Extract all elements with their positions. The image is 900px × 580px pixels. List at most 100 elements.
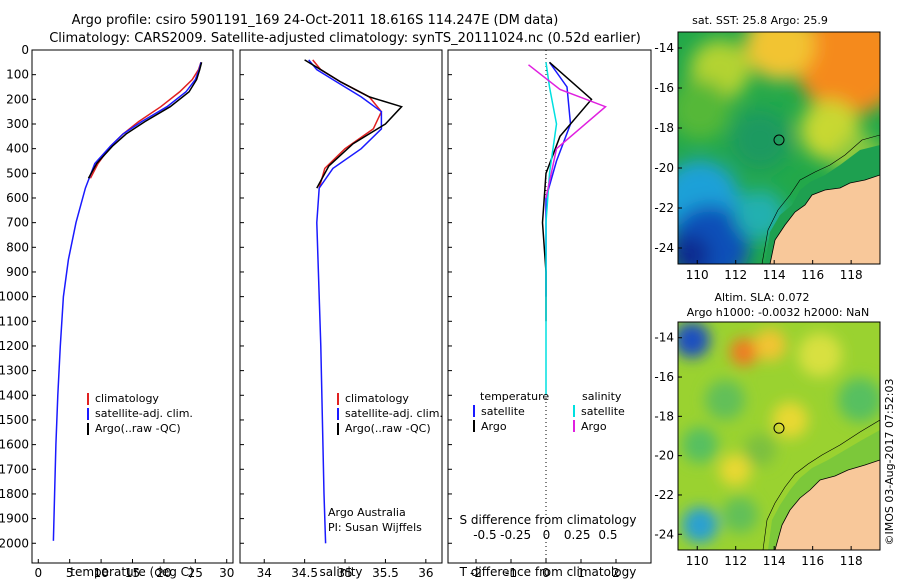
legend-satellite-adj: satellite-adj. clim. xyxy=(345,407,443,420)
lat-tick-label: -20 xyxy=(654,449,674,463)
s-difference-xlabel: S difference from climatology xyxy=(460,513,637,527)
depth-tick-label: 300 xyxy=(6,117,29,131)
legend-argo: Argo(..raw -QC) xyxy=(345,422,431,435)
depth-tick-label: 800 xyxy=(6,240,29,254)
legend-argo: Argo(..raw -QC) xyxy=(95,422,181,435)
lon-tick-label: 118 xyxy=(840,554,863,568)
salinity-xlabel: salinity xyxy=(319,565,362,579)
depth-tick-label: 1300 xyxy=(0,364,29,378)
difference-axes-box xyxy=(447,49,652,564)
s-diff-tick-label: 0.25 xyxy=(564,528,591,542)
sla-map-title-2: Argo h1000: -0.0032 h2000: NaN xyxy=(687,306,870,319)
temperature-series xyxy=(52,62,203,541)
pi-text: PI: Susan Wijffels xyxy=(328,521,422,534)
x-tick-label: 20 xyxy=(156,566,171,580)
header-line-2: Climatology: CARS2009. Satellite-adjuste… xyxy=(49,31,641,46)
series-argo-raw-qc- xyxy=(87,62,203,179)
salinity-legend: climatology satellite-adj. clim. Argo(..… xyxy=(337,392,443,435)
depth-tick-label: 600 xyxy=(6,191,29,205)
copyright-text: ©IMOS 03-Aug-2017 07:52:03 xyxy=(883,379,896,546)
temperature-tick-labels: 0 5 10 15 20 25 30 xyxy=(34,559,234,580)
lon-tick-label: 118 xyxy=(840,268,863,282)
argo-position-marker xyxy=(773,134,785,146)
lat-tick-label: -24 xyxy=(654,241,674,255)
depth-tick-label: 1500 xyxy=(0,413,29,427)
x-tick-label: 0 xyxy=(542,566,550,580)
legend-s-argo: Argo xyxy=(581,420,607,433)
lon-tick-label: 110 xyxy=(686,268,709,282)
sst-lat-tick-labels: -14 -16 -18 -20 -22 -24 xyxy=(654,41,682,255)
sla-lon-tick-labels: 110 112 114 116 118 xyxy=(686,546,863,568)
depth-tick-label: 1200 xyxy=(0,339,29,353)
depth-tick-label: 1000 xyxy=(0,290,29,304)
lat-tick-label: -16 xyxy=(654,370,674,384)
series-salinity-satellite xyxy=(545,62,558,396)
lat-tick-label: -22 xyxy=(654,488,674,502)
argo-australia-text: Argo Australia xyxy=(328,506,406,519)
difference-left-ticks xyxy=(448,49,452,544)
lat-tick-label: -18 xyxy=(654,121,674,135)
lat-tick-label: -14 xyxy=(654,41,674,55)
x-tick-label: 5 xyxy=(66,566,74,580)
header-line-1: Argo profile: csiro 5901191_169 24-Oct-2… xyxy=(72,13,559,28)
x-tick-label: 30 xyxy=(219,566,234,580)
series-salinity-argo xyxy=(528,64,607,199)
legend-climatology: climatology xyxy=(345,392,409,405)
lat-tick-label: -14 xyxy=(654,331,674,345)
sst-map-frame xyxy=(677,31,881,265)
sst-lon-tick-labels: 110 112 114 116 118 xyxy=(686,260,863,282)
depth-tick-label: 500 xyxy=(6,166,29,180)
salinity-left-ticks xyxy=(240,49,244,544)
depth-tick-label: 1400 xyxy=(0,388,29,402)
x-tick-label: -2 xyxy=(470,566,482,580)
sla-depth-contour xyxy=(762,419,880,550)
x-tick-label: 36 xyxy=(418,566,433,580)
s-diff-tick-label: -0.25 xyxy=(500,528,531,542)
depth-tick-label: 900 xyxy=(6,265,29,279)
series-temperature-argo xyxy=(541,61,593,322)
lon-tick-label: 116 xyxy=(801,554,824,568)
legend-t-satellite: satellite xyxy=(481,405,525,418)
depth-tick-label: 1900 xyxy=(0,512,29,526)
salinity-series xyxy=(304,59,403,544)
sla-map: Altim. SLA: 0.072 Argo h1000: -0.0032 h2… xyxy=(654,291,881,568)
australia-land xyxy=(774,459,880,550)
sst-map-title: sat. SST: 25.8 Argo: 25.9 xyxy=(692,14,828,27)
lat-tick-label: -24 xyxy=(654,527,674,541)
lon-tick-label: 114 xyxy=(763,554,786,568)
depth-tick-label: 200 xyxy=(6,92,29,106)
s-diff-tick-label: 0.5 xyxy=(598,528,617,542)
legend-s-satellite: satellite xyxy=(581,405,625,418)
depth-tick-label: 1600 xyxy=(0,438,29,452)
legend-t-argo: Argo xyxy=(481,420,507,433)
lon-tick-label: 112 xyxy=(724,268,747,282)
sla-lat-tick-labels: -14 -16 -18 -20 -22 -24 xyxy=(654,331,682,541)
series-argo-raw-qc- xyxy=(304,59,403,189)
depth-tick-label: 400 xyxy=(6,142,29,156)
argo-position-marker xyxy=(773,422,785,434)
t-difference-tick-labels: -2 -1 0 1 2 xyxy=(470,559,620,580)
depth-tick-labels: 0 100 200 300 400 500 600 700 800 900 1000 1100 1200… xyxy=(0,43,36,550)
x-tick-label: 35 xyxy=(337,566,352,580)
australia-land xyxy=(769,174,880,264)
temperature-panel: 0 100 200 300 400 500 600 700 800 900 1000 1100 1200… xyxy=(0,43,234,580)
lat-tick-label: -20 xyxy=(654,161,674,175)
depth-tick-label: 2000 xyxy=(0,536,29,550)
legend-satellite-adj: satellite-adj. clim. xyxy=(95,407,193,420)
lat-tick-label: -22 xyxy=(654,201,674,215)
salinity-tick-labels: 34 34.5 35 35.5 36 xyxy=(257,559,433,580)
series-climatology xyxy=(312,59,383,189)
depth-tick-label: 1100 xyxy=(0,314,29,328)
depth-tick-label: 100 xyxy=(6,68,29,82)
t-difference-xlabel: T difference from climatology xyxy=(459,565,637,579)
legend-salinity-head: salinity xyxy=(582,390,622,403)
x-tick-label: 15 xyxy=(125,566,140,580)
salinity-axes-box xyxy=(239,49,443,564)
legend-temperature-head: temperature xyxy=(480,390,549,403)
salinity-panel: 34 34.5 35 35.5 36 salinity climatology sate… xyxy=(239,49,443,580)
depth-tick-label: 700 xyxy=(6,216,29,230)
lat-tick-label: -16 xyxy=(654,81,674,95)
x-tick-label: 35.5 xyxy=(372,566,399,580)
depth-tick-label: 0 xyxy=(21,43,29,57)
